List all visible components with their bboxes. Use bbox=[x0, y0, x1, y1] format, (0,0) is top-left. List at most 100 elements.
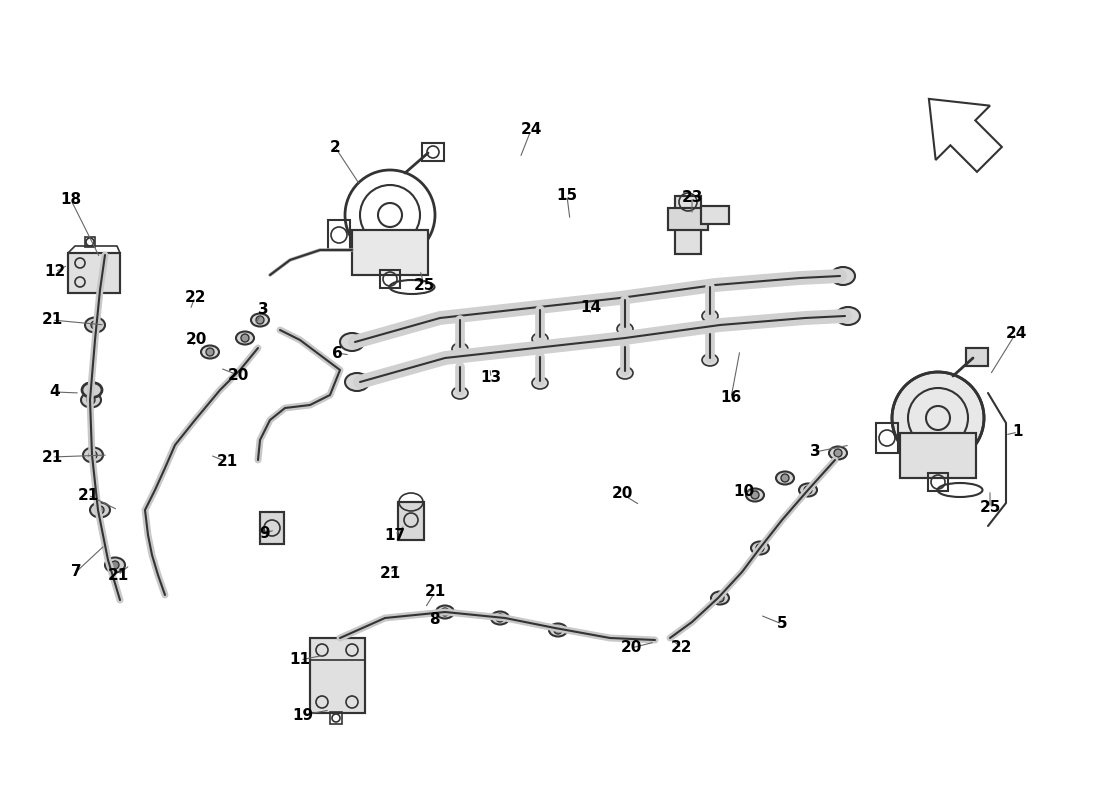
Text: 20: 20 bbox=[612, 486, 632, 502]
Text: 11: 11 bbox=[289, 653, 310, 667]
Ellipse shape bbox=[251, 314, 270, 326]
Text: 21: 21 bbox=[379, 566, 400, 581]
Ellipse shape bbox=[799, 483, 817, 497]
Circle shape bbox=[206, 348, 214, 356]
Ellipse shape bbox=[776, 471, 794, 485]
Ellipse shape bbox=[751, 542, 769, 554]
Text: 20: 20 bbox=[620, 641, 641, 655]
Ellipse shape bbox=[711, 591, 729, 605]
Text: 23: 23 bbox=[681, 190, 703, 205]
Bar bbox=[398, 502, 424, 540]
Text: 8: 8 bbox=[429, 613, 439, 627]
Text: 16: 16 bbox=[720, 390, 741, 406]
Text: 15: 15 bbox=[557, 189, 578, 203]
Circle shape bbox=[241, 334, 249, 342]
Circle shape bbox=[96, 506, 104, 514]
Text: 1: 1 bbox=[1013, 425, 1023, 439]
Bar bbox=[352, 230, 428, 275]
Text: 3: 3 bbox=[257, 302, 268, 318]
Circle shape bbox=[89, 451, 97, 459]
Circle shape bbox=[804, 486, 812, 494]
Text: 17: 17 bbox=[384, 527, 406, 542]
Ellipse shape bbox=[345, 373, 368, 391]
Bar bbox=[68, 253, 120, 293]
Circle shape bbox=[554, 626, 562, 634]
Bar bbox=[900, 433, 976, 478]
Ellipse shape bbox=[491, 611, 509, 625]
Polygon shape bbox=[928, 99, 1002, 172]
Ellipse shape bbox=[830, 267, 855, 285]
Text: 10: 10 bbox=[734, 483, 755, 498]
Ellipse shape bbox=[702, 354, 718, 366]
Bar bbox=[966, 348, 988, 366]
Circle shape bbox=[87, 396, 95, 404]
Circle shape bbox=[892, 372, 984, 464]
Ellipse shape bbox=[829, 446, 847, 459]
Bar bbox=[330, 712, 342, 724]
Text: 4: 4 bbox=[50, 385, 60, 399]
Text: 24: 24 bbox=[520, 122, 541, 138]
Bar bbox=[701, 206, 729, 224]
Bar bbox=[966, 348, 988, 366]
Bar bbox=[668, 208, 708, 230]
Bar bbox=[310, 638, 365, 713]
Text: 7: 7 bbox=[70, 565, 81, 579]
Bar bbox=[675, 196, 701, 254]
Ellipse shape bbox=[201, 346, 219, 358]
Bar bbox=[675, 196, 701, 254]
Circle shape bbox=[111, 561, 119, 569]
Text: 21: 21 bbox=[217, 454, 238, 470]
Ellipse shape bbox=[549, 623, 566, 637]
Bar bbox=[398, 502, 424, 540]
Text: 9: 9 bbox=[260, 526, 271, 541]
Ellipse shape bbox=[836, 307, 860, 325]
Text: 19: 19 bbox=[293, 707, 314, 722]
Text: 25: 25 bbox=[979, 501, 1001, 515]
Text: 21: 21 bbox=[108, 567, 129, 582]
Ellipse shape bbox=[617, 323, 632, 335]
Text: 25: 25 bbox=[414, 278, 435, 293]
Text: 21: 21 bbox=[42, 450, 63, 465]
Bar bbox=[422, 143, 444, 161]
Circle shape bbox=[751, 491, 759, 499]
Bar bbox=[900, 433, 976, 478]
Ellipse shape bbox=[532, 333, 548, 345]
Text: 22: 22 bbox=[671, 641, 693, 655]
Bar bbox=[260, 512, 284, 544]
Text: 20: 20 bbox=[185, 333, 207, 347]
Text: 21: 21 bbox=[425, 585, 446, 599]
Text: 13: 13 bbox=[481, 370, 502, 386]
Bar bbox=[68, 253, 120, 293]
Bar bbox=[928, 473, 948, 491]
Text: 20: 20 bbox=[228, 367, 249, 382]
Ellipse shape bbox=[617, 367, 632, 379]
Circle shape bbox=[496, 614, 504, 622]
Ellipse shape bbox=[90, 502, 110, 518]
Ellipse shape bbox=[452, 387, 468, 399]
Ellipse shape bbox=[436, 606, 454, 618]
Bar bbox=[668, 208, 708, 230]
Text: 5: 5 bbox=[777, 617, 788, 631]
Ellipse shape bbox=[82, 447, 103, 462]
Text: 21: 21 bbox=[77, 487, 99, 502]
Text: 2: 2 bbox=[330, 139, 340, 154]
Text: 6: 6 bbox=[331, 346, 342, 361]
Ellipse shape bbox=[452, 343, 468, 355]
Circle shape bbox=[716, 594, 724, 602]
Ellipse shape bbox=[702, 310, 718, 322]
Ellipse shape bbox=[746, 489, 764, 502]
Bar bbox=[876, 423, 898, 453]
Bar bbox=[260, 512, 284, 544]
Bar bbox=[701, 206, 729, 224]
Text: 3: 3 bbox=[810, 445, 821, 459]
Text: 24: 24 bbox=[1005, 326, 1026, 341]
Bar bbox=[85, 237, 95, 247]
Circle shape bbox=[834, 449, 842, 457]
Ellipse shape bbox=[104, 558, 125, 573]
Circle shape bbox=[756, 544, 764, 552]
Circle shape bbox=[256, 316, 264, 324]
Text: 18: 18 bbox=[60, 193, 81, 207]
Ellipse shape bbox=[85, 318, 104, 333]
Ellipse shape bbox=[532, 377, 548, 389]
Circle shape bbox=[441, 608, 449, 616]
